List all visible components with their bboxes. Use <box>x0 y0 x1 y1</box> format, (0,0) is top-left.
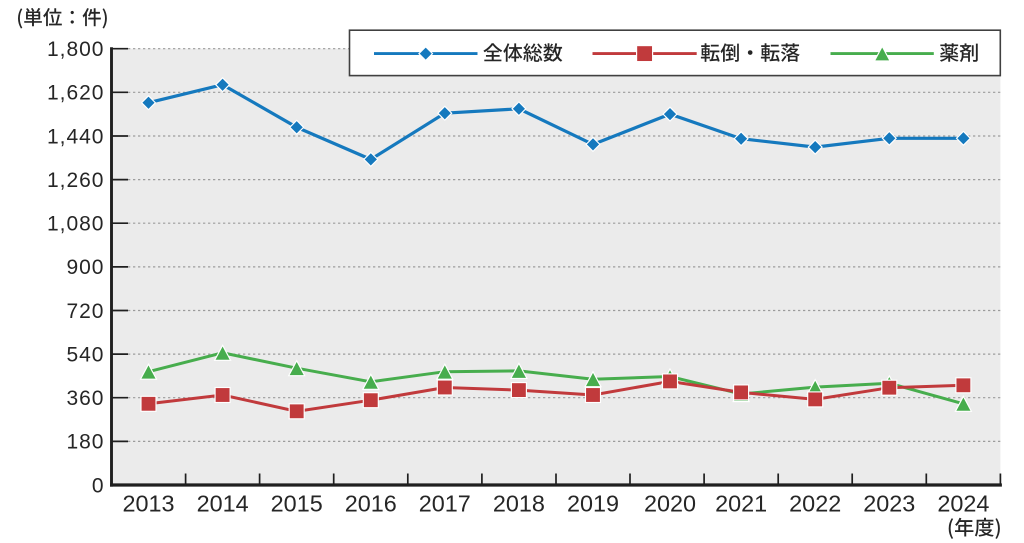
svg-text:1,080: 1,080 <box>47 213 105 236</box>
svg-text:1,620: 1,620 <box>47 82 105 105</box>
svg-text:2020: 2020 <box>644 491 696 517</box>
svg-text:2015: 2015 <box>271 491 323 517</box>
svg-text:2017: 2017 <box>419 491 471 517</box>
svg-text:1,440: 1,440 <box>47 125 105 148</box>
svg-text:1,260: 1,260 <box>47 169 105 192</box>
svg-text:540: 540 <box>66 343 104 366</box>
svg-text:1,800: 1,800 <box>47 38 105 61</box>
svg-text:900: 900 <box>66 256 104 279</box>
svg-text:2018: 2018 <box>493 491 545 517</box>
svg-text:0: 0 <box>92 474 105 497</box>
svg-text:2013: 2013 <box>122 491 174 517</box>
svg-text:720: 720 <box>66 300 104 323</box>
svg-text:2019: 2019 <box>567 491 619 517</box>
svg-text:2014: 2014 <box>197 491 249 517</box>
svg-text:2024: 2024 <box>937 491 989 517</box>
svg-text:180: 180 <box>66 431 104 454</box>
svg-text:2022: 2022 <box>789 491 841 517</box>
svg-text:2023: 2023 <box>863 491 915 517</box>
svg-text:2021: 2021 <box>715 491 767 517</box>
svg-text:360: 360 <box>66 387 104 410</box>
svg-text:2016: 2016 <box>345 491 397 517</box>
